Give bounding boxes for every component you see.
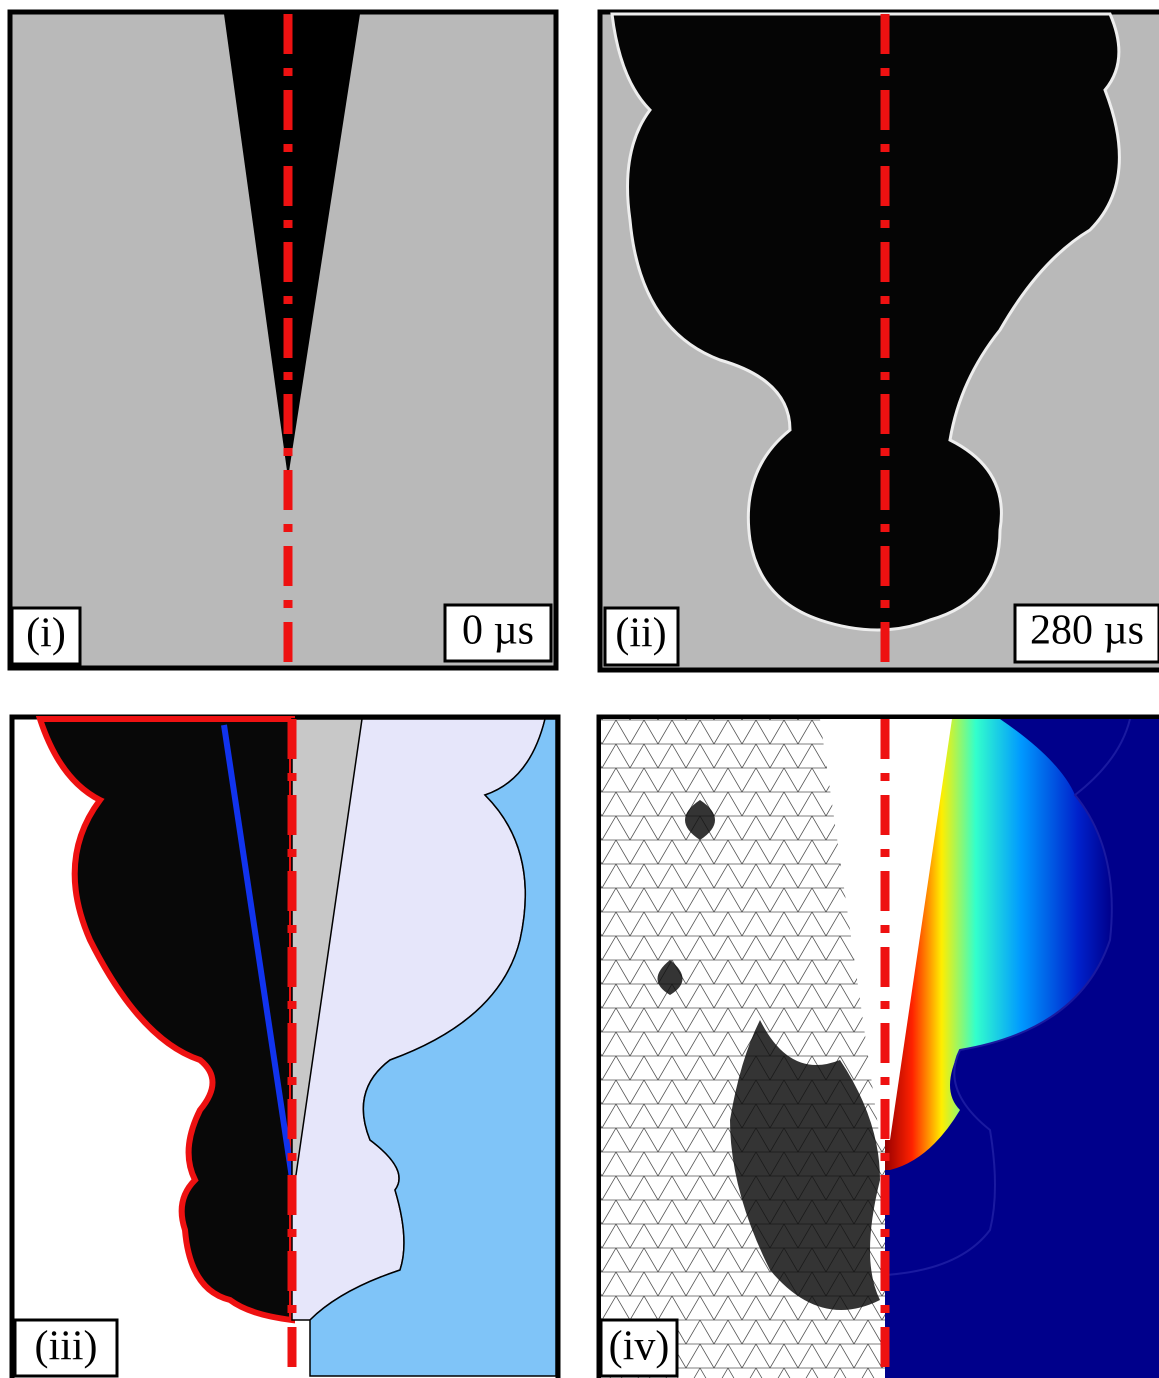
- panel-i: (i) 0 µs: [10, 12, 556, 668]
- panel-iii: (iii): [12, 717, 558, 1378]
- panel-label: (iv): [609, 1324, 670, 1370]
- panel-ii: (ii) 280 µs: [600, 12, 1159, 670]
- panel-label: (ii): [615, 611, 666, 657]
- panel-label: (iii): [35, 1324, 98, 1370]
- time-label: 280 µs: [1030, 608, 1144, 654]
- time-label: 0 µs: [462, 608, 534, 654]
- panel-iv: (iv): [599, 717, 1159, 1378]
- panel-label: (i): [26, 611, 66, 657]
- figure: (i) 0 µs (ii) 280 µs (iii): [0, 0, 1159, 1378]
